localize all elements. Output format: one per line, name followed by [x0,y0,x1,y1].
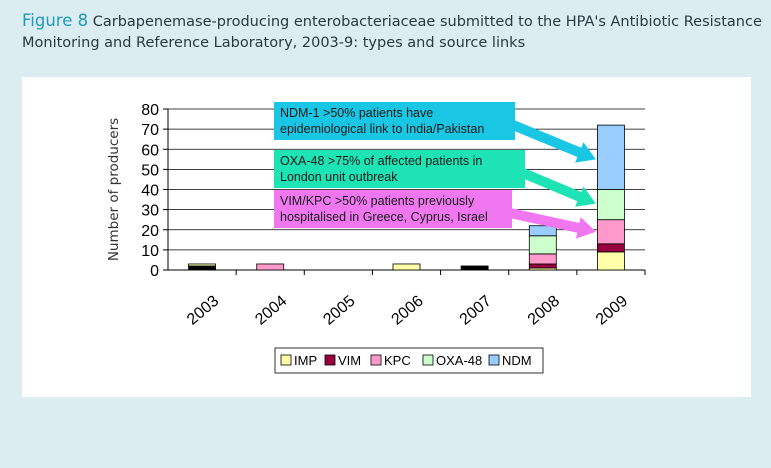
bar-segment-other [460,265,489,271]
annotation-text: London unit outbreak [280,170,398,184]
annotation-box [274,102,515,140]
x-tick-label: 2004 [252,293,290,329]
y-tick-label: 40 [141,183,159,200]
y-tick-label: 0 [150,263,159,280]
legend-swatch-kpc [370,354,382,366]
legend-label: IMP [294,353,317,368]
y-tick-label: 60 [141,142,159,159]
bar-segment-oxa-48 [597,189,625,221]
bar-segment-kpc [256,263,285,271]
y-tick-label: 10 [141,243,159,260]
bar-segment-imp [392,263,421,271]
annotation-box [274,150,525,188]
x-tick-label: 2003 [184,293,222,329]
annotation-arrow [511,120,596,163]
bar-segment-oxa-48 [528,235,557,255]
bar-segment-kpc [528,253,557,265]
y-tick-label: 80 [141,102,159,119]
annotation-arrow [508,208,596,239]
chart-panel: 0 10 20 30 40 50 60 70 80 Number of producers 2003… [22,77,751,397]
x-tick-label: 2008 [525,293,563,329]
figure-caption-text: Carbapenemase-producing enterobacteriace… [22,14,762,51]
legend-swatch-imp [280,354,292,366]
y-tick-label: 20 [141,223,159,240]
bar-segment-kpc [597,219,625,245]
x-tick-label: 2006 [389,293,427,329]
annotation-box [274,190,512,228]
legend-label: NDM [502,353,532,368]
annotation-arrow [521,168,596,207]
bar-segment-imp [188,263,216,267]
legend-label: OXA-48 [436,353,482,368]
figure-label: Figure 8 [22,11,89,30]
bar-segment-imp [597,251,625,271]
bar-segment-ndm [528,225,557,237]
stacked-bar-chart: 0 10 20 30 40 50 60 70 80 Number of producers 2003… [106,102,646,374]
annotation-text: VIM/KPC >50% patients previously [280,194,475,208]
bar-segment-vim [597,243,625,253]
annotation-text: OXA-48 >75% of affected patients in [280,154,482,168]
annotation-text: epidemiological link to India/Pakistan [280,122,484,136]
x-tick-label: 2007 [457,293,495,329]
legend-swatch-vim [324,354,336,366]
y-tick-label: 30 [141,203,159,220]
legend-label: KPC [384,353,411,368]
y-axis-label: Number of producers [106,118,122,261]
x-tick-label: 2009 [593,293,631,329]
annotation-text: hospitalised in Greece, Cyprus, Israel [280,210,488,224]
x-tick-label: 2005 [320,293,358,329]
legend-swatch-ndm [488,354,500,366]
figure-caption: Figure 8 Carbapenemase-producing enterob… [22,10,762,54]
y-tick-label: 70 [141,122,159,139]
legend-label: VIM [338,353,361,368]
bar-segment-other [188,265,216,271]
bar-segment-ndm [597,124,625,190]
legend-swatch-oxa-48 [422,354,434,366]
annotation-text: NDM-1 >50% patients have [280,106,433,120]
y-tick-label: 50 [141,162,159,179]
bar-segment-vim [528,263,557,269]
